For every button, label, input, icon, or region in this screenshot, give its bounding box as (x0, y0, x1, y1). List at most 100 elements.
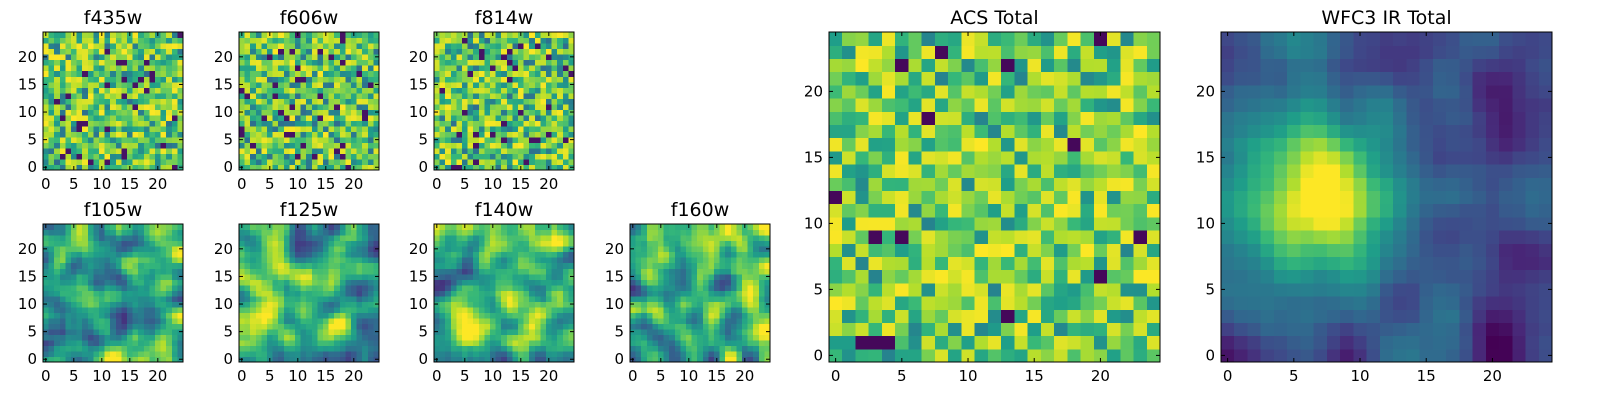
heatmap-cell (93, 98, 100, 105)
heatmap-cell (110, 125, 117, 132)
heatmap-cell (691, 268, 698, 275)
heatmap-cell (323, 262, 330, 269)
heatmap-cell (250, 70, 257, 77)
heatmap-cell (43, 350, 50, 358)
heatmap-cell (272, 323, 279, 330)
heatmap-cell (646, 334, 653, 341)
heatmap-cell (1014, 348, 1029, 363)
heatmap-cell (138, 32, 145, 39)
heatmap-cell (691, 251, 698, 258)
heatmap-cell (244, 32, 251, 39)
heatmap-cell (669, 328, 676, 335)
heatmap-cell (445, 43, 452, 50)
heatmap-cell (323, 235, 330, 242)
heatmap-cell (658, 295, 665, 302)
heatmap-cell (317, 273, 324, 280)
heatmap-cell (546, 103, 553, 110)
heatmap-cell (339, 131, 346, 138)
heatmap-cell (669, 334, 676, 341)
heatmap-cell (450, 48, 457, 55)
heatmap-cell (65, 317, 72, 324)
heatmap-cell (506, 92, 513, 99)
heatmap-cell (345, 98, 352, 105)
heatmap-cell (82, 153, 89, 160)
heatmap-cell (93, 334, 100, 341)
heatmap-cell (71, 345, 78, 352)
heatmap-cell (450, 284, 457, 291)
heatmap-cell (300, 48, 307, 55)
heatmap-cell (121, 301, 128, 308)
heatmap-cell (110, 114, 117, 121)
heatmap-cell (473, 284, 480, 291)
heatmap-cell (121, 120, 128, 127)
heatmap-cell (948, 216, 962, 231)
heatmap-cell (43, 251, 50, 258)
heatmap-cell (373, 153, 380, 160)
heatmap-cell (155, 48, 162, 55)
heatmap-cell (557, 356, 564, 363)
heatmap-cell (934, 164, 949, 178)
heatmap-cell (261, 98, 268, 105)
heatmap-cell (289, 103, 296, 110)
heatmap-cell (261, 70, 268, 77)
heatmap-cell (244, 59, 251, 66)
heatmap-cell (473, 328, 480, 335)
heatmap-cell (87, 284, 94, 291)
heatmap-cell (43, 334, 50, 341)
heatmap-cell (255, 43, 262, 50)
heatmap-cell (725, 257, 732, 264)
heatmap-cell (171, 235, 178, 242)
heatmap-cell (54, 334, 61, 341)
heatmap-cell (351, 350, 358, 358)
heatmap-cell (289, 301, 296, 308)
heatmap-cell (362, 328, 369, 335)
heatmap-cell (177, 65, 184, 72)
heatmap-cell (747, 339, 754, 347)
heatmap-cell (506, 98, 513, 105)
heatmap-cell (99, 235, 106, 242)
heatmap-cell (708, 257, 715, 264)
heatmap-cell (484, 158, 491, 166)
heatmap-cell (663, 301, 670, 308)
heatmap-cell (261, 87, 268, 94)
heatmap-cell (76, 153, 83, 160)
heatmap-cell (132, 37, 139, 44)
heatmap-cell (311, 290, 318, 297)
heatmap-cell (255, 224, 262, 231)
heatmap-cell (300, 81, 307, 88)
heatmap-cell (725, 246, 732, 253)
heatmap-cell (842, 282, 857, 297)
heatmap-cell (484, 103, 491, 110)
heatmap-cell (345, 103, 352, 110)
heatmap-cell (1027, 282, 1042, 297)
heatmap-cell (323, 43, 330, 50)
heatmap-cell (110, 317, 117, 324)
x-tick-label: 5 (460, 367, 470, 385)
heatmap-cell (300, 114, 307, 121)
heatmap-cell (339, 103, 346, 110)
heatmap-cell (177, 306, 184, 313)
heatmap-cell (362, 59, 369, 66)
heatmap-cell (82, 224, 89, 231)
heatmap-cell (1120, 256, 1135, 271)
heatmap-cell (317, 37, 324, 44)
heatmap-cell (674, 251, 681, 258)
heatmap-cell (306, 240, 313, 247)
heatmap-cell (467, 81, 474, 88)
heatmap-cell (267, 268, 274, 275)
heatmap-cell (300, 158, 307, 166)
heatmap-cell (362, 87, 369, 94)
heatmap-cell (450, 268, 457, 275)
heatmap-cell (311, 109, 318, 116)
heatmap-cell (506, 54, 513, 61)
heatmap-cells (829, 32, 1161, 363)
heatmap-cell (674, 350, 681, 358)
heatmap-cell (317, 114, 324, 121)
heatmap-cell (166, 142, 173, 149)
heatmap-cell (132, 334, 139, 341)
heatmap-cell (250, 235, 257, 242)
heatmap-cell (635, 284, 642, 291)
heatmap-cell (82, 54, 89, 61)
heatmap-cell (82, 268, 89, 275)
heatmap-cell (339, 54, 346, 61)
